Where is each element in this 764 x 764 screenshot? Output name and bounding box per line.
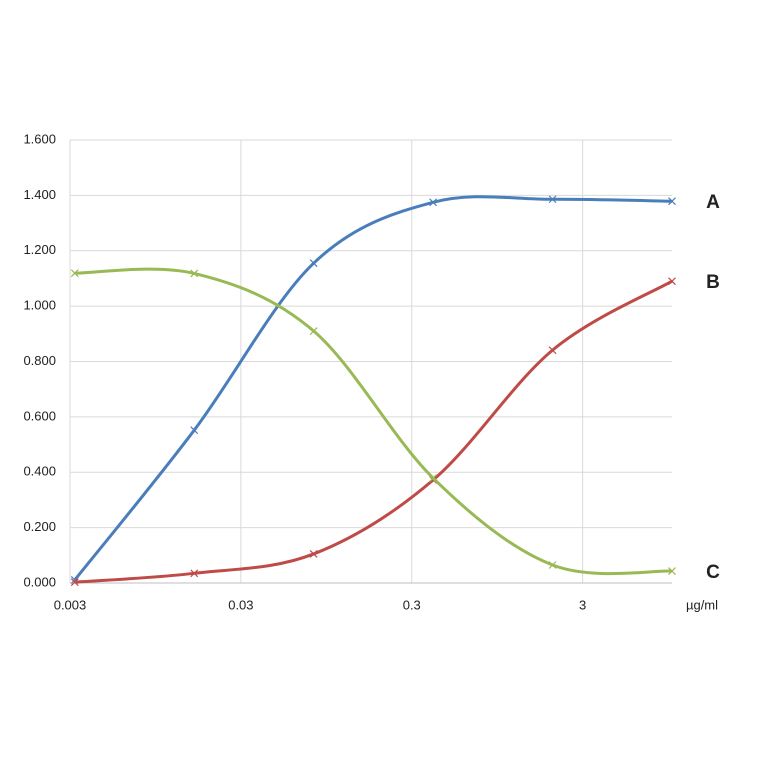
- y-tick-label: 1.600: [23, 131, 56, 146]
- point-marker: [429, 474, 438, 482]
- x-tick-label: 0.003: [54, 597, 87, 612]
- point-marker: [190, 426, 199, 435]
- y-tick-label: 0.200: [23, 519, 56, 534]
- series-line: [74, 279, 673, 584]
- point-marker: [668, 567, 676, 576]
- point-marker: [309, 259, 318, 268]
- point-marker: [70, 269, 79, 278]
- y-tick-label: 1.000: [23, 298, 56, 313]
- point-marker: [668, 197, 676, 206]
- y-tick-label: 0.800: [23, 353, 56, 368]
- point-marker: [309, 550, 318, 558]
- series-label: B: [706, 272, 720, 293]
- point-marker: [190, 269, 199, 278]
- point-marker: [548, 346, 557, 355]
- x-tick-label: 3: [579, 597, 586, 612]
- series-line: [74, 267, 673, 576]
- point-marker: [70, 578, 79, 587]
- y-tick-label: 0.000: [23, 574, 56, 589]
- y-tick-label: 1.200: [23, 242, 56, 257]
- y-tick-label: 0.400: [23, 464, 56, 479]
- point-marker: [429, 198, 438, 207]
- point-marker: [548, 561, 557, 569]
- x-axis-label: µg/ml: [686, 597, 718, 612]
- x-tick-label: 0.3: [403, 597, 421, 612]
- y-tick-label: 0.600: [23, 408, 56, 423]
- point-marker: [668, 277, 676, 286]
- series-label: A: [706, 192, 720, 213]
- point-marker: [190, 569, 199, 578]
- point-marker: [548, 195, 557, 204]
- series-label: C: [706, 562, 720, 583]
- x-tick-label: 0.03: [228, 597, 253, 612]
- point-marker: [309, 327, 318, 335]
- y-tick-label: 1.400: [23, 187, 56, 202]
